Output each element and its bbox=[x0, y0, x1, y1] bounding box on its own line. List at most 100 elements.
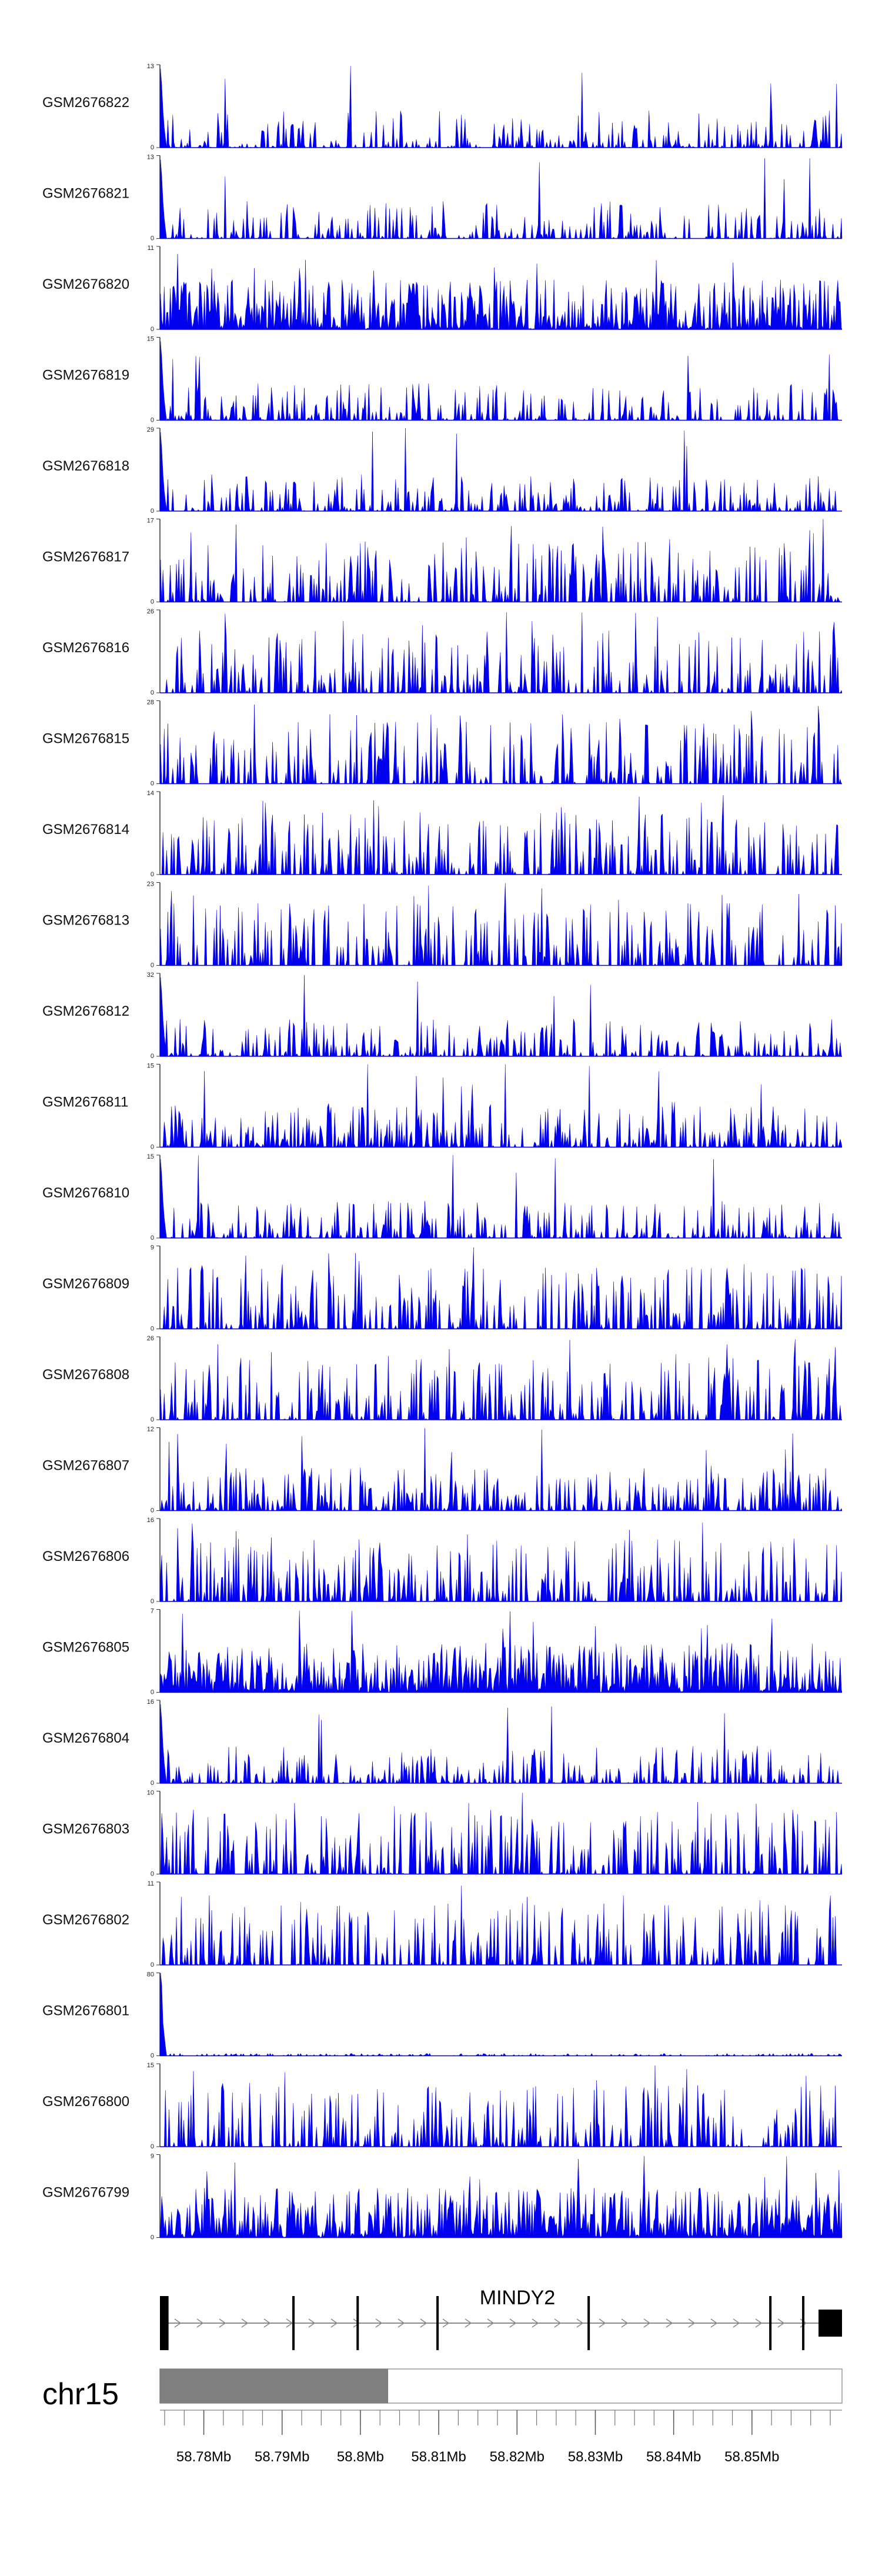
axis-tick-label: 58.85Mb bbox=[724, 2449, 779, 2465]
strand-arrow bbox=[465, 2318, 472, 2328]
track-y-min-label: 0 bbox=[151, 1144, 154, 1151]
chromosome-label: chr15 bbox=[42, 2377, 119, 2411]
track-label: GSM2676817 bbox=[42, 549, 129, 565]
coverage-area bbox=[159, 883, 843, 966]
track-y-max-label: 14 bbox=[147, 790, 154, 797]
strand-arrow bbox=[576, 2318, 584, 2328]
track-label: GSM2676801 bbox=[42, 2003, 129, 2019]
track-label: GSM2676818 bbox=[42, 458, 129, 474]
track-GSM2676819: GSM2676819 15 0 bbox=[42, 336, 843, 424]
gene-exon bbox=[769, 2296, 772, 2350]
coverage-area bbox=[160, 612, 843, 693]
track-label: GSM2676800 bbox=[42, 2094, 129, 2110]
ideogram-highlight bbox=[159, 2368, 389, 2404]
track-y-min-label: 0 bbox=[151, 1689, 154, 1696]
track-label: GSM2676819 bbox=[42, 368, 129, 383]
track-y-min-label: 0 bbox=[151, 2053, 154, 2060]
strand-arrow bbox=[643, 2318, 651, 2328]
track-GSM2676811: GSM2676811 15 0 bbox=[42, 1063, 843, 1151]
track-GSM2676808: GSM2676808 26 0 bbox=[42, 1335, 842, 1423]
track-y-max-label: 28 bbox=[147, 699, 154, 706]
track-y-min-label: 0 bbox=[151, 144, 154, 151]
strand-arrow bbox=[308, 2318, 316, 2328]
track-label: GSM2676812 bbox=[42, 1003, 129, 1019]
track-y-max-label: 12 bbox=[147, 1426, 154, 1433]
coverage-area bbox=[159, 158, 843, 239]
track-y-max-label: 32 bbox=[147, 972, 154, 979]
track-GSM2676799: GSM2676799 9 0 bbox=[42, 2153, 843, 2241]
genomic-axis: 58.78Mb 58.79Mb 58.8Mb 58.81Mb 58.82Mb 58.83M… bbox=[160, 2410, 842, 2465]
track-y-min-label: 0 bbox=[151, 1871, 154, 1878]
coverage-area bbox=[159, 66, 843, 148]
track-y-min-label: 0 bbox=[151, 2234, 154, 2241]
strand-arrow bbox=[420, 2318, 427, 2328]
strand-arrow bbox=[174, 2318, 182, 2328]
track-GSM2676804: GSM2676804 16 0 bbox=[42, 1699, 842, 1787]
track-GSM2676805: GSM2676805 7 0 bbox=[42, 1608, 843, 1696]
track-GSM2676803: GSM2676803 10 0 bbox=[42, 1790, 843, 1878]
strand-arrow bbox=[219, 2318, 226, 2328]
coverage-area bbox=[159, 705, 842, 785]
track-y-min-label: 0 bbox=[151, 417, 154, 424]
track-label: GSM2676815 bbox=[42, 731, 129, 747]
axis-tick-label: 58.79Mb bbox=[255, 2449, 309, 2465]
coverage-area bbox=[159, 1704, 842, 1784]
gene-label: MINDY2 bbox=[480, 2287, 555, 2309]
strand-arrow bbox=[196, 2318, 204, 2328]
strand-arrow bbox=[375, 2318, 383, 2328]
coverage-area bbox=[160, 1428, 843, 1511]
track-y-max-label: 13 bbox=[147, 63, 154, 70]
track-GSM2676801: GSM2676801 80 0 bbox=[42, 1971, 843, 2060]
track-label: GSM2676813 bbox=[42, 913, 129, 929]
track-label: GSM2676811 bbox=[42, 1095, 128, 1110]
track-GSM2676818: GSM2676818 29 0 bbox=[42, 426, 842, 515]
track-GSM2676806: GSM2676806 16 0 bbox=[42, 1517, 843, 1605]
track-y-max-label: 11 bbox=[148, 245, 154, 252]
axis-tick-label: 58.78Mb bbox=[176, 2449, 231, 2465]
gene-exon bbox=[818, 2310, 842, 2337]
coverage-area bbox=[160, 795, 842, 875]
coverage-area bbox=[159, 428, 842, 512]
track-label: GSM2676822 bbox=[42, 95, 129, 111]
track-label: GSM2676814 bbox=[42, 822, 129, 837]
track-y-min-label: 0 bbox=[151, 1961, 154, 1968]
coverage-area bbox=[159, 1155, 842, 1239]
strand-arrow bbox=[442, 2318, 450, 2328]
track-y-min-label: 0 bbox=[151, 780, 154, 788]
track-label: GSM2676806 bbox=[42, 1549, 129, 1564]
track-y-min-label: 0 bbox=[151, 1416, 154, 1423]
coverage-area bbox=[160, 2066, 842, 2147]
track-y-max-label: 16 bbox=[147, 1699, 154, 1706]
track-y-max-label: 16 bbox=[147, 1517, 154, 1524]
coverage-area bbox=[159, 1610, 843, 1693]
coverage-tracks: GSM2676822130GSM2676821130GSM2676820110G… bbox=[42, 63, 843, 2241]
strand-arrow bbox=[666, 2318, 673, 2328]
track-y-min-label: 0 bbox=[151, 326, 154, 333]
track-GSM2676800: GSM2676800 15 0 bbox=[42, 2062, 842, 2150]
strand-arrow bbox=[554, 2318, 562, 2328]
track-y-max-label: 13 bbox=[147, 154, 154, 161]
strand-arrow bbox=[286, 2318, 293, 2328]
track-y-max-label: 15 bbox=[147, 1063, 154, 1070]
track-y-max-label: 9 bbox=[151, 2153, 154, 2160]
axis-tick-label: 58.84Mb bbox=[646, 2449, 701, 2465]
track-y-min-label: 0 bbox=[151, 2143, 154, 2150]
track-label: GSM2676804 bbox=[42, 1730, 129, 1746]
strand-arrow bbox=[621, 2318, 629, 2328]
track-GSM2676822: GSM2676822 13 0 bbox=[42, 63, 843, 151]
track-y-max-label: 15 bbox=[147, 1153, 154, 1160]
axis-tick-label: 58.81Mb bbox=[411, 2449, 466, 2465]
track-label: GSM2676799 bbox=[42, 2185, 129, 2201]
gene-exon bbox=[160, 2296, 169, 2350]
track-y-min-label: 0 bbox=[151, 508, 154, 515]
coverage-area bbox=[159, 1522, 843, 1602]
coverage-area bbox=[159, 1973, 843, 2057]
track-y-max-label: 80 bbox=[147, 1971, 154, 1978]
track-y-max-label: 15 bbox=[147, 2062, 154, 2069]
coverage-area bbox=[159, 253, 843, 330]
gene-exon bbox=[292, 2296, 295, 2350]
coverage-area bbox=[159, 2156, 843, 2238]
track-label: GSM2676816 bbox=[42, 640, 129, 656]
strand-arrow bbox=[263, 2318, 271, 2328]
